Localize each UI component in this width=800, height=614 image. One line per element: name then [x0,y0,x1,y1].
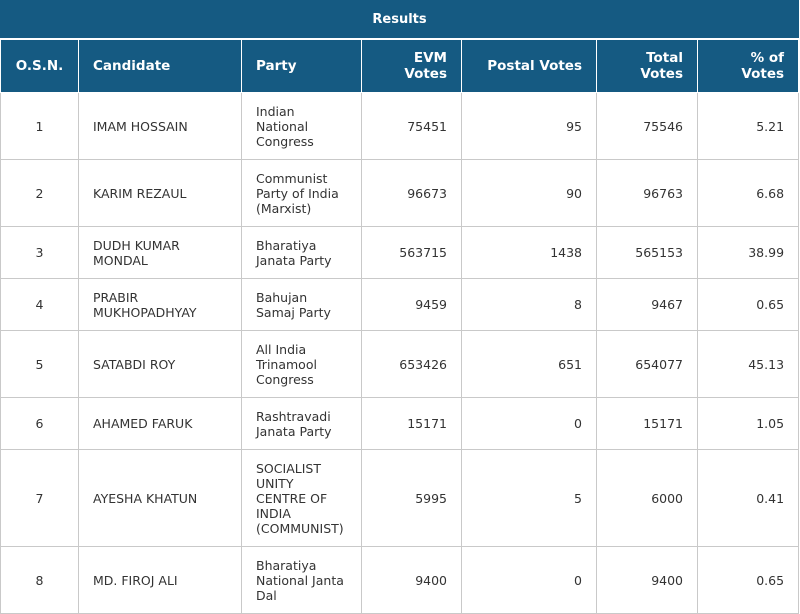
row-candidate: AHAMED FARUK [78,397,242,450]
row-party: Indian National Congress [241,92,362,160]
row-osn: 7 [0,449,79,547]
row-osn: 3 [0,226,79,279]
column-header-postal-votes: Postal Votes [461,38,597,93]
row-candidate: AYESHA KHATUN [78,449,242,547]
row-percent-votes: 45.13 [696,330,800,398]
row-osn: 2 [0,159,79,227]
table-row: 4 PRABIR MUKHOPADHYAY Bahujan Samaj Part… [0,278,800,331]
row-percent-votes: 0.41 [696,449,800,547]
row-party: Bharatiya National Janta Dal [241,546,362,614]
row-evm-votes: 563715 [361,226,462,279]
row-total-votes: 9400 [596,546,698,614]
row-osn: 1 [0,92,79,160]
row-osn: 5 [0,330,79,398]
row-evm-votes: 96673 [361,159,462,227]
row-evm-votes: 653426 [361,330,462,398]
row-party: SOCIALIST UNITY CENTRE OF INDIA (COMMUNI… [241,449,362,547]
row-total-votes: 75546 [596,92,698,160]
column-header-party: Party [241,38,362,93]
column-header-evm-votes: EVM Votes [361,38,462,93]
row-total-votes: 654077 [596,330,698,398]
row-postal-votes: 8 [461,278,597,331]
row-total-votes: 565153 [596,226,698,279]
column-header-total-votes: Total Votes [596,38,698,93]
table-row: 6 AHAMED FARUK Rashtravadi Janata Party … [0,397,800,450]
row-evm-votes: 75451 [361,92,462,160]
row-party: All India Trinamool Congress [241,330,362,398]
row-percent-votes: 6.68 [696,159,800,227]
row-candidate: PRABIR MUKHOPADHYAY [78,278,242,331]
row-candidate: SATABDI ROY [78,330,242,398]
row-percent-votes: 38.99 [696,226,800,279]
row-osn: 6 [0,397,79,450]
table-row: 1 IMAM HOSSAIN Indian National Congress … [0,92,800,160]
row-postal-votes: 0 [461,397,597,450]
row-osn: 4 [0,278,79,331]
row-candidate: IMAM HOSSAIN [78,92,242,160]
row-percent-votes: 0.65 [696,278,800,331]
row-candidate: KARIM REZAUL [78,159,242,227]
row-evm-votes: 9400 [361,546,462,614]
column-header-osn: O.S.N. [0,38,79,93]
row-evm-votes: 5995 [361,449,462,547]
row-party: Bharatiya Janata Party [241,226,362,279]
header-row: O.S.N. Candidate Party EVM Votes Postal … [0,38,800,93]
row-candidate: MD. FIROJ ALI [78,546,242,614]
row-postal-votes: 651 [461,330,597,398]
row-candidate: DUDH KUMAR MONDAL [78,226,242,279]
row-total-votes: 96763 [596,159,698,227]
row-evm-votes: 15171 [361,397,462,450]
table-row: 2 KARIM REZAUL Communist Party of India … [0,159,800,227]
row-party: Bahujan Samaj Party [241,278,362,331]
row-postal-votes: 90 [461,159,597,227]
row-postal-votes: 95 [461,92,597,160]
row-postal-votes: 5 [461,449,597,547]
row-percent-votes: 0.65 [696,546,800,614]
row-total-votes: 6000 [596,449,698,547]
table-row: 8 MD. FIROJ ALI Bharatiya National Janta… [0,546,800,614]
table-title: Results [0,0,800,40]
row-postal-votes: 0 [461,546,597,614]
table-row: 7 AYESHA KHATUN SOCIALIST UNITY CENTRE O… [0,449,800,547]
column-header-percent-votes: % of Votes [696,38,800,93]
row-total-votes: 9467 [596,278,698,331]
row-party: Rashtravadi Janata Party [241,397,362,450]
table-row: 5 SATABDI ROY All India Trinamool Congre… [0,330,800,398]
row-osn: 8 [0,546,79,614]
row-evm-votes: 9459 [361,278,462,331]
row-postal-votes: 1438 [461,226,597,279]
row-party: Communist Party of India (Marxist) [241,159,362,227]
row-total-votes: 15171 [596,397,698,450]
row-percent-votes: 5.21 [696,92,800,160]
row-percent-votes: 1.05 [696,397,800,450]
table-row: 3 DUDH KUMAR MONDAL Bharatiya Janata Par… [0,226,800,279]
title-row: Results [0,0,800,40]
column-header-candidate: Candidate [78,38,242,93]
